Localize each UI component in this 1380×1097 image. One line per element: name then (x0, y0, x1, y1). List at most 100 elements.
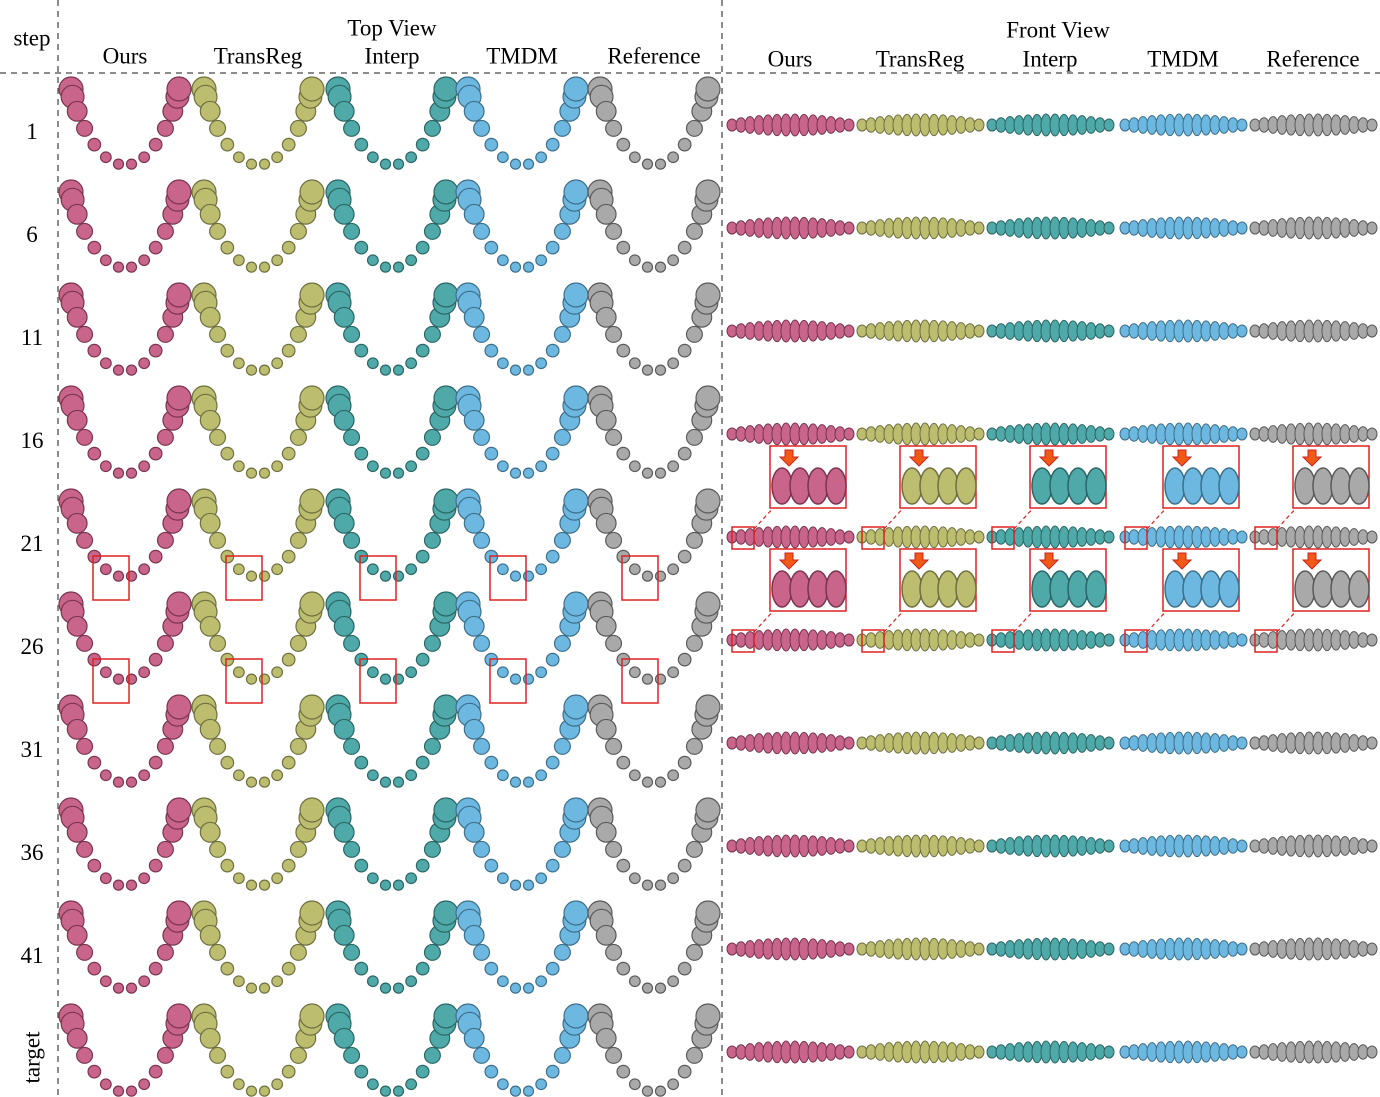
tooth (88, 138, 101, 151)
tooth (696, 592, 720, 616)
tooth (1367, 840, 1377, 852)
front-teeth (1250, 217, 1377, 239)
tooth (139, 358, 150, 369)
tooth (808, 468, 828, 504)
tooth (210, 944, 226, 960)
zoom-connector (1014, 506, 1035, 529)
method-label: Interp (365, 43, 420, 68)
tooth (434, 798, 458, 822)
tooth (668, 1079, 679, 1090)
dental-arch (588, 592, 720, 684)
tooth (655, 983, 665, 993)
tooth (485, 138, 498, 151)
tooth (300, 489, 324, 513)
tooth (139, 461, 150, 472)
tooth (464, 101, 484, 121)
tooth (157, 120, 173, 136)
front-teeth (1120, 526, 1247, 548)
front-teeth (727, 835, 854, 857)
tooth (380, 1086, 390, 1096)
tooth (617, 241, 630, 254)
tooth (234, 358, 245, 369)
tooth (1104, 428, 1114, 440)
tooth (630, 255, 641, 266)
tooth (596, 410, 616, 430)
tooth (1104, 634, 1114, 646)
tooth (642, 1086, 652, 1096)
tooth (434, 386, 458, 410)
tooth (424, 841, 440, 857)
tooth (554, 738, 570, 754)
tooth (1367, 325, 1377, 337)
tooth (1237, 1046, 1247, 1058)
tooth (167, 283, 191, 307)
tooth (416, 344, 429, 357)
tooth (149, 756, 162, 769)
tooth (88, 1065, 101, 1078)
tooth (1367, 531, 1377, 543)
front-teeth (1120, 114, 1247, 136)
tooth (546, 653, 559, 666)
tooth (149, 1065, 162, 1078)
front-teeth (1120, 732, 1247, 754)
tooth (606, 635, 622, 651)
tooth (221, 859, 234, 872)
tooth (464, 822, 484, 842)
tooth (210, 1047, 226, 1063)
tooth (139, 152, 150, 163)
tooth (77, 841, 93, 857)
tooth (200, 101, 220, 121)
tooth (282, 447, 295, 460)
dental-arch (326, 283, 458, 375)
tooth (113, 468, 123, 478)
tooth (498, 976, 509, 987)
tooth (234, 667, 245, 678)
tooth (300, 180, 324, 204)
tooth (406, 152, 417, 163)
tooth (139, 976, 150, 987)
tooth (424, 635, 440, 651)
tooth (210, 326, 226, 342)
tooth (510, 983, 520, 993)
tooth (668, 461, 679, 472)
front-teeth (987, 320, 1114, 342)
tooth (434, 901, 458, 925)
tooth (485, 447, 498, 460)
tooth (139, 667, 150, 678)
step-label: 26 (21, 634, 44, 659)
tooth (300, 901, 324, 925)
tooth (678, 859, 691, 872)
tooth (546, 859, 559, 872)
tooth (290, 532, 306, 548)
tooth (210, 532, 226, 548)
dental-arch (59, 77, 191, 169)
dental-arch (59, 1004, 191, 1096)
tooth (844, 531, 854, 543)
tooth (1104, 943, 1114, 955)
tooth (272, 152, 283, 163)
tooth (126, 880, 136, 890)
tooth (668, 770, 679, 781)
dental-arch (59, 798, 191, 890)
tooth (282, 859, 295, 872)
dental-arch (192, 489, 324, 581)
tooth (790, 571, 810, 607)
tooth (416, 1065, 429, 1078)
tooth (617, 138, 630, 151)
tooth (157, 532, 173, 548)
tooth (498, 770, 509, 781)
dental-arch (59, 386, 191, 478)
tooth (126, 1086, 136, 1096)
tooth (221, 756, 234, 769)
tooth (113, 571, 123, 581)
tooth (536, 1079, 547, 1090)
tooth (536, 976, 547, 987)
front-teeth (727, 320, 854, 342)
tooth (344, 944, 360, 960)
front-teeth (1250, 938, 1377, 960)
tooth (606, 223, 622, 239)
tooth (368, 358, 379, 369)
tooth (113, 262, 123, 272)
tooth (300, 386, 324, 410)
method-label: TMDM (1147, 46, 1219, 71)
